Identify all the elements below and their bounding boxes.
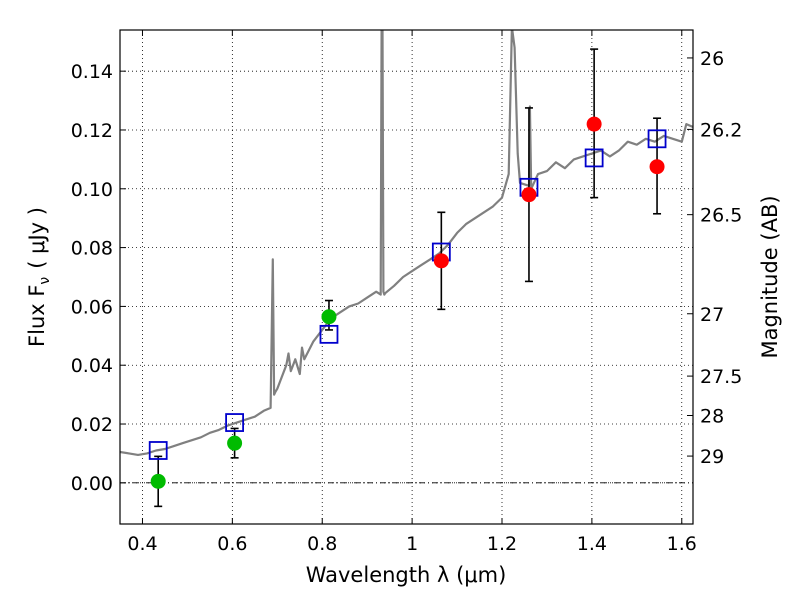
y2-tick-label: 27 [700,304,724,326]
x-tick-label: 0.8 [307,533,337,555]
observed-point-green [150,473,166,489]
y-tick-label: 0.02 [71,414,113,436]
plot-frame [119,29,694,525]
x-tick-label: 1.2 [487,533,517,555]
x-tick-label: 1.6 [667,533,697,555]
y2-axis-label: Magnitude (AB) [758,195,782,358]
observed-points-layer [150,116,665,489]
y-tick-label: 0.04 [71,355,113,377]
observed-point-red [586,116,602,132]
observed-point-red [433,253,449,269]
y-tick-label: 0.10 [71,179,113,201]
y-tick-labels: 0.00 0.02 0.04 0.06 0.08 0.10 0.12 0.14 [71,61,113,495]
model-photometry-square [225,413,245,432]
y2-tick-label: 27.5 [700,366,742,388]
x-tick-label: 0.4 [127,533,157,555]
x-tick-label: 1.4 [577,533,607,555]
model-photometry-square [647,129,667,149]
y-tick-label: 0.12 [71,120,113,142]
model-photometry-square [319,324,339,344]
y2-tick-labels: 26 26.2 26.5 27 27.5 28 29 [700,48,742,468]
model-photometry-square [584,148,604,168]
y2-tick-label: 29 [700,446,724,468]
y-tick-label: 0.08 [71,238,113,260]
y2-tick-label: 26 [700,48,724,70]
tick-marks [120,30,693,524]
y2-tick-label: 26.2 [700,119,742,141]
observed-point-green [227,435,243,451]
x-tick-labels: 0.4 0.6 0.8 1 1.2 1.4 1.6 [127,533,697,555]
y-tick-label: 0.00 [71,473,113,495]
y-tick-label: 0.14 [71,61,113,83]
observed-point-green [321,309,337,325]
y2-tick-label: 26.5 [700,205,742,227]
y-axis-label-main: Flux F [25,285,49,347]
x-tick-label: 1 [406,533,418,555]
y2-tick-label: 28 [700,405,724,427]
y-tick-label: 0.06 [71,296,113,318]
y-axis-label: Flux Fν ( μJy ) [25,207,53,347]
x-axis-label: Wavelength λ (μm) [306,563,507,587]
model-photometry-square [148,441,168,460]
observed-point-red [521,187,537,203]
y-axis-label-subscript: ν [37,277,53,285]
observed-point-red [649,159,665,175]
x-tick-label: 0.6 [217,533,247,555]
y-axis-label-unit: ( μJy ) [25,207,49,269]
